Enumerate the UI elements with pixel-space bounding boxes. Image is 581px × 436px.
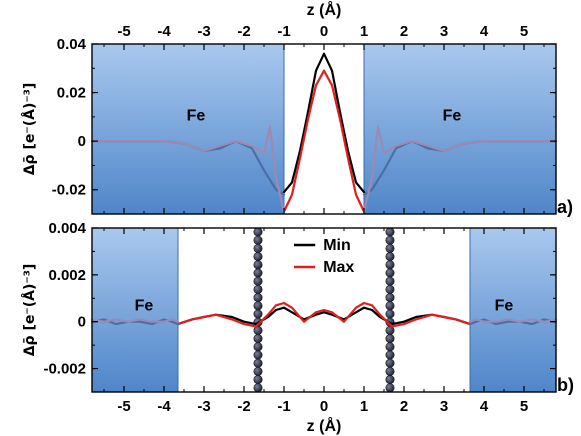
fe-region-1-1: [91, 43, 285, 215]
atom-chain-1-atom: [253, 350, 263, 360]
atom-chain-2-atom: [385, 375, 395, 385]
atom-chain-2-atom: [385, 350, 395, 360]
x-tick-label-top: -1: [277, 23, 290, 40]
legend-label: Min: [323, 237, 351, 254]
atom-chain-1-atom: [253, 243, 263, 253]
x-tick-label-bottom: 5: [520, 398, 528, 415]
atom-chain-2-atom: [385, 284, 395, 294]
atom-chain-2-atom: [385, 334, 395, 344]
atom-chain-2-atom: [385, 293, 395, 303]
atom-chain-1-atom: [253, 235, 263, 245]
atom-chain-2-atom: [385, 276, 395, 286]
fe-region-2-1: [91, 227, 179, 393]
y-tick-label: 0.002: [48, 267, 86, 284]
y-axis-label: Δρ̄ [e⁻(Å)⁻³]: [21, 264, 38, 357]
atom-chain-2-atom: [385, 358, 395, 368]
series-line-2-6: [468, 318, 558, 323]
atom-chain-2-atom: [385, 342, 395, 352]
x-tick-label-bottom: -1: [277, 398, 290, 415]
x-tick-label-top: -2: [237, 23, 250, 40]
y-tick-label: 0.04: [57, 36, 87, 53]
y-tick-label: 0: [78, 133, 86, 150]
series-line-2-4: [90, 318, 180, 323]
x-tick-label-bottom: 1: [360, 398, 368, 415]
series-line-1-1: [282, 52, 366, 194]
panel-label: b): [557, 375, 574, 395]
series-line-1-4: [90, 125, 286, 213]
atom-chain-2-atom: [385, 366, 395, 376]
atom-chain-1-atom: [253, 366, 263, 376]
y-tick-label: 0.02: [57, 85, 86, 102]
atom-chain-1-atom: [253, 375, 263, 385]
atom-chain-1-atom: [253, 334, 263, 344]
series-line-2-2: [176, 301, 472, 328]
x-tick-label-top: 5: [520, 23, 528, 40]
atom-chain-1-atom: [253, 301, 263, 311]
atom-chain-1-atom: [253, 268, 263, 278]
fe-region-label: Fe: [443, 108, 462, 125]
x-tick-label-top: 1: [360, 23, 368, 40]
atom-chain-1-atom: [253, 252, 263, 262]
x-tick-label-top: -3: [197, 23, 210, 40]
atom-chain-2-atom: [385, 260, 395, 270]
x-tick-label-bottom: -5: [117, 398, 130, 415]
atom-chain-1-atom: [253, 342, 263, 352]
atom-chain-1-atom: [253, 284, 263, 294]
atom-chain-2-atom: [385, 243, 395, 253]
y-axis-label: Δρ̄ [e⁻(Å)⁻³]: [21, 83, 38, 176]
fe-region-label: Fe: [495, 297, 514, 314]
x-tick-label-top: 3: [440, 23, 448, 40]
atom-chain-2-atom: [385, 252, 395, 262]
x-tick-label-bottom: -4: [157, 398, 171, 415]
legend-label: Max: [323, 259, 354, 276]
x-axis-title-top: z (Å): [307, 0, 342, 19]
x-tick-label-top: 2: [400, 23, 408, 40]
fe-region-2-2: [469, 227, 557, 393]
y-tick-label: -0.002: [43, 361, 86, 378]
x-tick-label-top: -5: [117, 23, 130, 40]
fe-region-1-2: [363, 43, 557, 215]
fe-region-label: Fe: [187, 108, 206, 125]
x-tick-label-top: 0: [320, 23, 328, 40]
atom-chain-1-atom: [253, 325, 263, 335]
fe-region-label: Fe: [135, 297, 154, 314]
y-tick-label: 0: [78, 314, 86, 331]
atom-chain-2-atom: [385, 309, 395, 319]
x-tick-label-bottom: 2: [400, 398, 408, 415]
series-line-2-1: [176, 306, 472, 326]
atom-chain-2-atom: [385, 227, 395, 237]
atom-chain-1-atom: [253, 293, 263, 303]
x-tick-label-bottom: 4: [480, 398, 489, 415]
atom-chain-2-atom: [385, 268, 395, 278]
x-tick-label-bottom: -3: [197, 398, 210, 415]
atom-chain-1-atom: [253, 227, 263, 237]
x-tick-label-top: -4: [157, 23, 171, 40]
x-tick-label-bottom: 0: [320, 398, 328, 415]
atom-chain-1-atom: [253, 276, 263, 286]
atom-chain-1-atom: [253, 309, 263, 319]
y-tick-label: -0.02: [52, 182, 86, 199]
atom-chain-2-atom: [385, 235, 395, 245]
y-tick-label: 0.004: [48, 220, 86, 237]
atom-chain-2-atom: [385, 301, 395, 311]
series-line-1-6: [362, 125, 558, 213]
x-tick-label-top: 4: [480, 23, 489, 40]
x-axis-title-bottom: z (Å): [307, 416, 342, 435]
atom-chain-1-atom: [253, 358, 263, 368]
x-tick-label-bottom: -2: [237, 398, 250, 415]
atom-chain-1-atom: [253, 260, 263, 270]
x-tick-label-bottom: 3: [440, 398, 448, 415]
atom-chain-1-atom: [253, 383, 263, 393]
atom-chain-2-atom: [385, 325, 395, 335]
panel-label: a): [557, 197, 573, 217]
atom-chain-2-atom: [385, 383, 395, 393]
series-line-1-2: [282, 69, 366, 213]
